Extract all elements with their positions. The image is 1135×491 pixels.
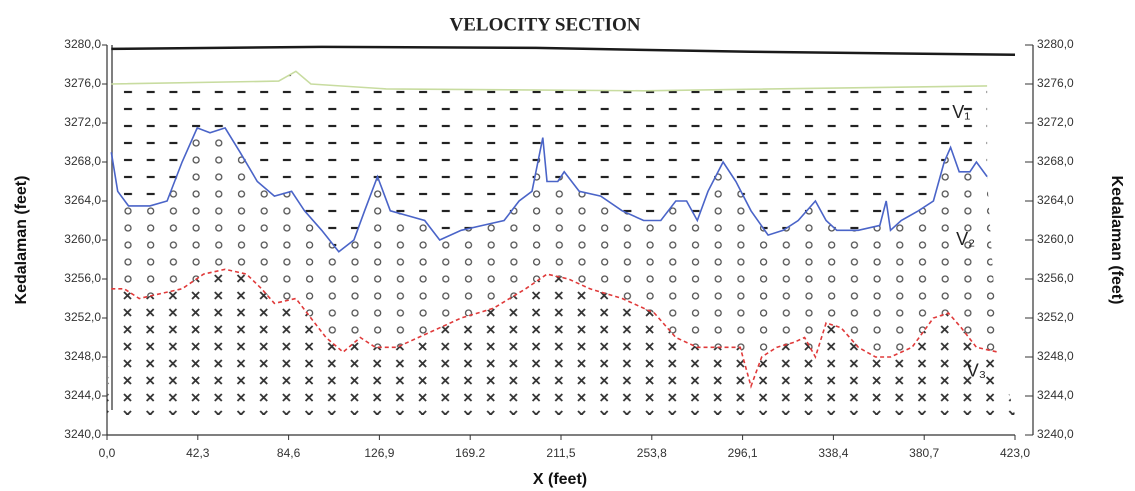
y-tick-label: 3260,0 — [64, 232, 101, 246]
y2-tick-label: 3272,0 — [1037, 115, 1074, 129]
y-tick-label: 3244,0 — [64, 388, 101, 402]
y2-tick-label: 3256,0 — [1037, 271, 1074, 285]
chart-title: VELOCITY SECTION — [450, 14, 641, 35]
x-tick-label: 423,0 — [1000, 446, 1030, 460]
y2-axis-label: Kedalaman (feet) — [1108, 176, 1125, 305]
x-tick-label: 169.2 — [455, 446, 485, 460]
y-tick-label: 3240,0 — [64, 427, 101, 441]
y2-tick-label: 3240,0 — [1037, 427, 1074, 441]
x-tick-label: 211,5 — [546, 446, 575, 460]
x-tick-label: 253,8 — [637, 446, 667, 460]
series-line — [111, 45, 1016, 57]
x-tick-label: 126,9 — [364, 446, 394, 460]
y-tick-label: 3248,0 — [64, 349, 101, 363]
y2-tick-label: 3248,0 — [1037, 349, 1074, 363]
series-line — [111, 70, 988, 92]
y2-tick-label: 3252,0 — [1037, 310, 1074, 324]
x-tick-label: 296,1 — [728, 446, 758, 460]
x-tick-label: 380,7 — [909, 446, 939, 460]
annotation: V₂ — [956, 229, 975, 249]
y-tick-label: 3276,0 — [64, 76, 101, 90]
y-tick-label: 3268,0 — [64, 154, 101, 168]
layer-v3 — [107, 269, 1015, 415]
y2-tick-label: 3268,0 — [1037, 154, 1074, 168]
y-tick-label: 3252,0 — [64, 310, 101, 324]
layer-v2 — [111, 127, 998, 387]
layer-v1 — [111, 71, 988, 252]
x-axis-label: X (feet) — [533, 471, 587, 488]
series-line — [111, 268, 998, 389]
y2-tick-label: 3280,0 — [1037, 37, 1074, 51]
y-tick-label: 3280,0 — [64, 37, 101, 51]
y-tick-label: 3264,0 — [64, 193, 101, 207]
y2-tick-label: 3276,0 — [1037, 76, 1074, 90]
x-tick-label: 42,3 — [186, 446, 210, 460]
y2-tick-label: 3260,0 — [1037, 232, 1074, 246]
y-tick-label: 3256,0 — [64, 271, 101, 285]
y-axis-label: Kedalaman (feet) — [13, 176, 30, 305]
annotation: V₁ — [952, 102, 970, 122]
y-tick-label: 3272,0 — [64, 115, 101, 129]
x-tick-label: 338,4 — [818, 446, 848, 460]
annotation: V₃ — [967, 360, 986, 380]
series-line — [110, 126, 988, 253]
y2-tick-label: 3264,0 — [1037, 193, 1074, 207]
x-tick-label: 0,0 — [99, 446, 116, 460]
x-tick-label: 84,6 — [277, 446, 301, 460]
y2-tick-label: 3244,0 — [1037, 388, 1074, 402]
